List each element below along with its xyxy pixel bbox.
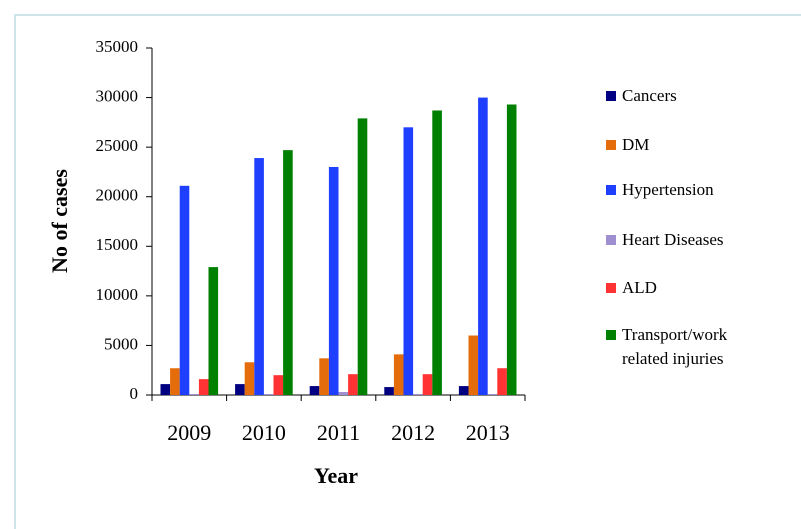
bar: [432, 110, 442, 396]
bar: [357, 118, 368, 396]
bar: [478, 97, 488, 396]
bar: [403, 127, 414, 396]
bar: [422, 374, 433, 395]
legend-label: Hypertension: [622, 180, 714, 199]
y-axis-label: No of cases: [47, 169, 72, 273]
x-tick-label: 2010: [242, 420, 286, 445]
bar: [338, 392, 349, 395]
bar: [458, 386, 469, 395]
y-tick-label: 30000: [96, 86, 139, 105]
y-tick-label: 0: [130, 384, 139, 403]
bar: [384, 387, 394, 395]
legend-swatch: [606, 283, 616, 293]
x-tick-label: 2013: [466, 420, 510, 445]
bar: [189, 394, 199, 395]
legend-swatch: [606, 330, 616, 340]
bar: [487, 394, 498, 395]
frame: [14, 14, 801, 529]
bar: [263, 394, 274, 395]
y-tick-label: 5000: [104, 334, 138, 353]
bar: [198, 379, 209, 395]
legend-swatch: [606, 91, 616, 101]
legend-swatch: [606, 185, 616, 195]
bar: [393, 354, 404, 395]
bar: [328, 166, 339, 395]
bar: [468, 335, 479, 395]
x-axis-label: Year: [314, 463, 358, 488]
bar: [179, 185, 190, 395]
legend-label: ALD: [622, 278, 657, 297]
bar: [170, 368, 180, 395]
bar: [244, 362, 255, 395]
bar: [254, 158, 264, 395]
bar: [497, 368, 507, 395]
x-tick-label: 2009: [167, 420, 211, 445]
legend-label: Cancers: [622, 86, 677, 105]
bar: [273, 375, 284, 395]
bar: [309, 386, 320, 395]
y-tick-label: 25000: [96, 136, 139, 155]
bar: [506, 104, 517, 396]
y-tick-label: 15000: [96, 235, 139, 254]
bar: [160, 384, 171, 395]
legend-label: DM: [622, 135, 650, 154]
x-tick-label: 2011: [317, 420, 360, 445]
legend-label: Heart Diseases: [622, 230, 724, 249]
legend-swatch: [606, 140, 616, 150]
bar: [319, 358, 329, 395]
legend-label: Transport/work related injuries: [622, 325, 728, 368]
bar: [208, 267, 219, 395]
y-tick-label: 20000: [96, 186, 139, 205]
y-tick-label: 10000: [96, 285, 139, 304]
bar: [413, 394, 423, 395]
bar: [348, 374, 358, 395]
bar: [283, 150, 293, 395]
x-tick-label: 2012: [391, 420, 435, 445]
legend-swatch: [606, 235, 616, 245]
y-tick-label: 35000: [96, 37, 139, 56]
bar: [235, 384, 245, 395]
